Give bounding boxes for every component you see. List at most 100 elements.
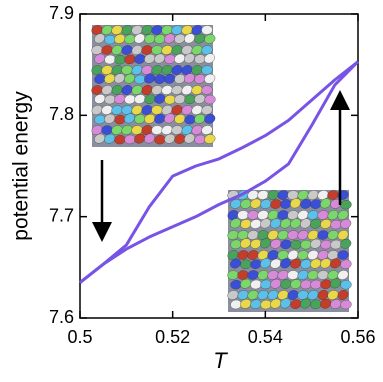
molecule [340, 200, 352, 210]
molecule [174, 33, 186, 44]
molecule [247, 290, 259, 300]
molecule [164, 33, 175, 44]
molecule [204, 113, 216, 124]
molecule [250, 198, 262, 209]
x-axis-label: T [213, 348, 228, 373]
molecule [204, 34, 216, 44]
molecule [94, 94, 106, 104]
molecule [124, 113, 135, 124]
molecule [181, 105, 193, 115]
molecule [270, 298, 282, 309]
molecule [270, 278, 282, 289]
molecule [94, 33, 105, 44]
inset-image [227, 190, 352, 312]
y-tick-label: 7.6 [49, 307, 74, 327]
molecule [194, 94, 206, 104]
molecule [144, 53, 156, 64]
molecule [327, 210, 339, 220]
molecule [237, 290, 249, 300]
molecule [330, 278, 341, 289]
molecule [330, 299, 342, 309]
molecule [164, 113, 175, 124]
molecule [111, 25, 123, 35]
molecule [280, 218, 291, 229]
molecule [104, 113, 116, 124]
molecule [194, 114, 206, 124]
molecule [184, 73, 195, 84]
molecule [327, 230, 339, 240]
molecule [141, 85, 153, 95]
molecule [310, 218, 322, 229]
molecule [131, 105, 143, 115]
molecule [337, 250, 349, 260]
molecule [204, 73, 216, 84]
molecule [104, 133, 116, 144]
molecule [101, 85, 113, 95]
molecule [164, 74, 176, 84]
molecule [240, 219, 252, 229]
molecule [307, 290, 319, 300]
molecule [174, 53, 186, 64]
molecule [121, 45, 133, 55]
molecule [101, 25, 113, 35]
molecule [340, 259, 352, 269]
molecule [194, 33, 206, 44]
molecule [121, 25, 133, 35]
molecule [164, 133, 176, 144]
molecule [114, 34, 126, 44]
molecule [184, 53, 195, 64]
molecule [310, 258, 322, 269]
molecule [201, 65, 213, 75]
molecule [91, 105, 103, 115]
molecule [230, 199, 242, 209]
molecule [201, 125, 213, 135]
molecule [337, 270, 349, 280]
y-tick-label: 7.7 [49, 205, 74, 225]
molecule [154, 53, 166, 64]
molecule [134, 114, 146, 124]
molecule [201, 85, 213, 95]
y-tick-label: 7.8 [49, 104, 74, 124]
molecule [191, 105, 203, 115]
molecule [290, 258, 302, 269]
molecule [300, 199, 312, 209]
molecule [327, 290, 339, 300]
molecule [287, 290, 299, 300]
molecule [307, 230, 319, 240]
molecule [270, 239, 282, 249]
molecule [257, 290, 269, 300]
molecule [111, 125, 123, 135]
molecule [144, 73, 156, 84]
molecule [171, 85, 183, 95]
molecule [144, 133, 155, 144]
molecule [320, 258, 331, 269]
molecule [181, 85, 193, 95]
molecule [337, 229, 349, 241]
data-line [79, 60, 360, 284]
data-line [79, 60, 359, 284]
molecule [131, 45, 143, 55]
molecule [91, 65, 103, 75]
molecule [134, 133, 146, 144]
molecule [317, 290, 329, 300]
molecule [297, 230, 309, 240]
inset-background [92, 25, 213, 147]
molecule [340, 299, 352, 310]
molecule [104, 73, 116, 84]
plot-frame [79, 13, 359, 319]
molecule [270, 258, 282, 269]
molecule [144, 34, 156, 44]
molecule [240, 299, 252, 309]
molecule [204, 134, 216, 144]
molecule [340, 280, 352, 290]
molecule [277, 230, 289, 240]
molecule [154, 113, 166, 124]
molecule [201, 25, 213, 35]
molecule [131, 85, 143, 95]
molecule [260, 238, 271, 249]
molecule [290, 198, 301, 209]
inset-image [91, 25, 216, 147]
molecule [111, 45, 123, 55]
